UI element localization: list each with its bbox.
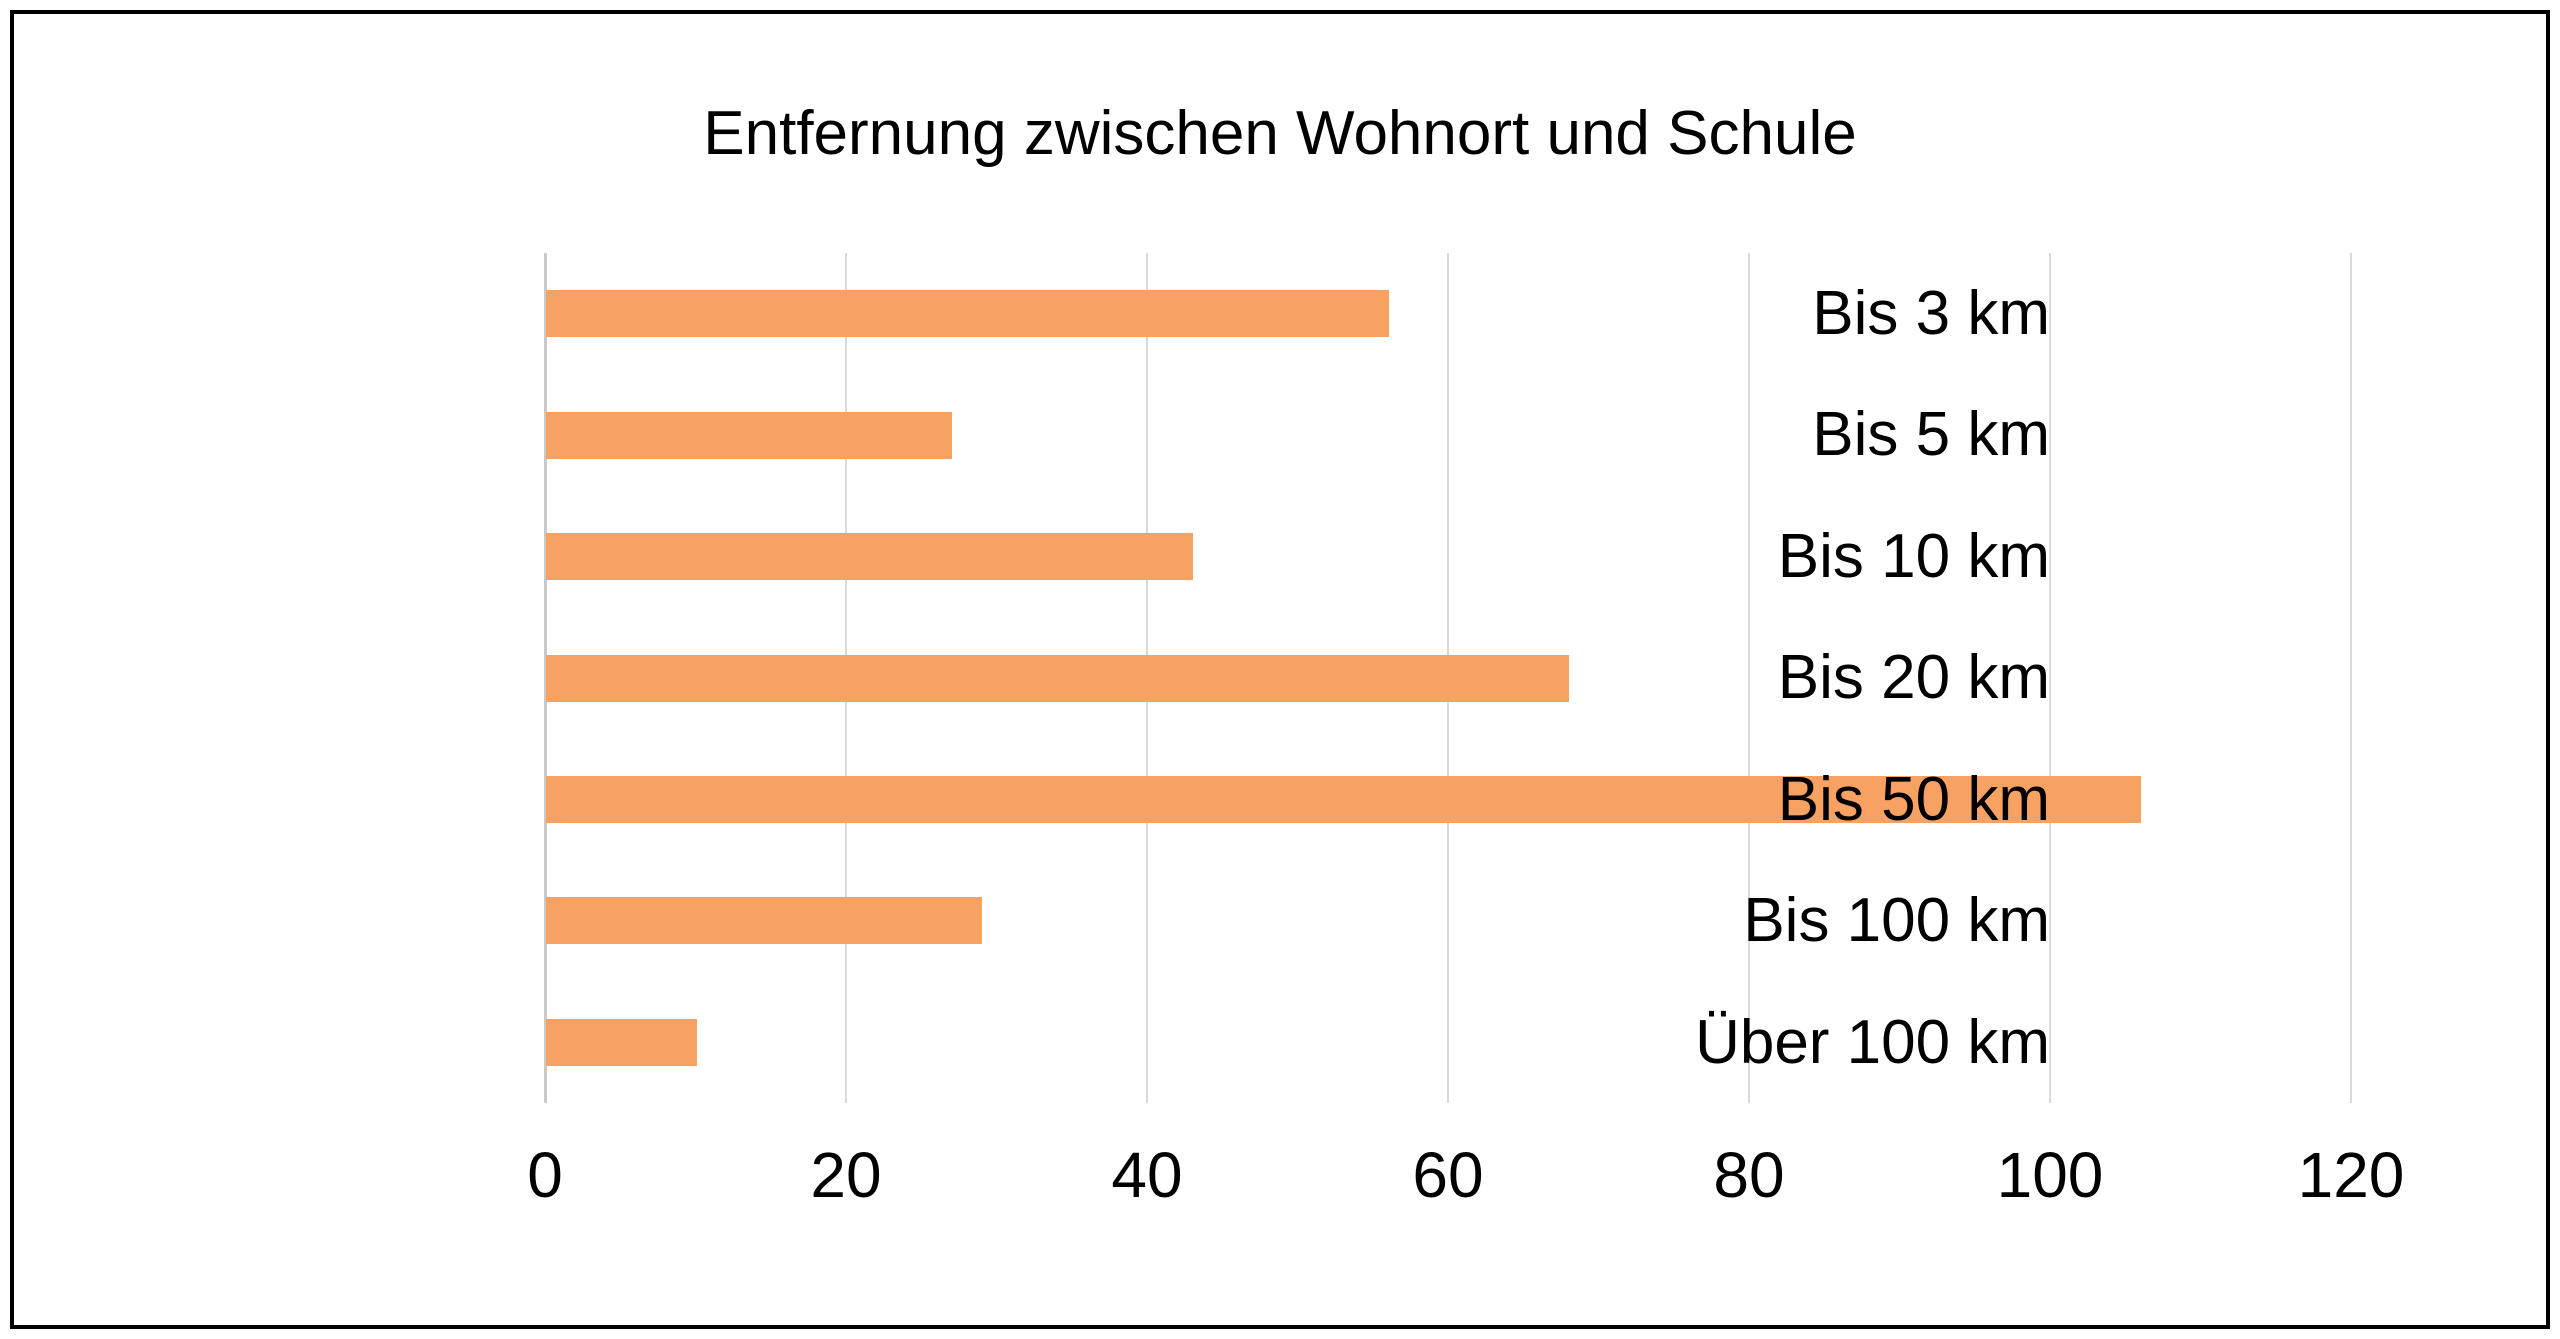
category-label: Bis 100 km [1743,886,2050,956]
bar [546,897,983,945]
bar [546,533,1194,581]
plot-area [544,253,2352,1103]
value-axis-line [544,253,547,1103]
bar [546,290,1389,338]
category-label: Bis 50 km [1777,764,2050,834]
x-tick-label: 120 [2297,1139,2405,1211]
gridline [1748,253,1750,1103]
category-label: Bis 10 km [1777,521,2050,591]
x-tick-label: 0 [527,1139,563,1211]
bar [546,775,2142,823]
category-label: Bis 5 km [1812,400,2050,470]
bar [546,411,953,459]
x-tick-label: 40 [1111,1139,1183,1211]
category-label: Bis 3 km [1812,279,2050,348]
bar [546,654,1570,702]
x-tick-label: 60 [1412,1139,1484,1211]
category-label: Bis 20 km [1777,643,2050,713]
gridline [2350,253,2352,1103]
gridline [2049,253,2051,1103]
category-label: Über 100 km [1695,1007,2050,1077]
x-tick-label: 20 [810,1139,882,1211]
x-tick-label: 100 [1996,1139,2104,1211]
chart-title: Entfernung zwischen Wohnort und Schule [703,99,1857,168]
bar [546,1018,697,1066]
x-tick-label: 80 [1713,1139,1785,1211]
